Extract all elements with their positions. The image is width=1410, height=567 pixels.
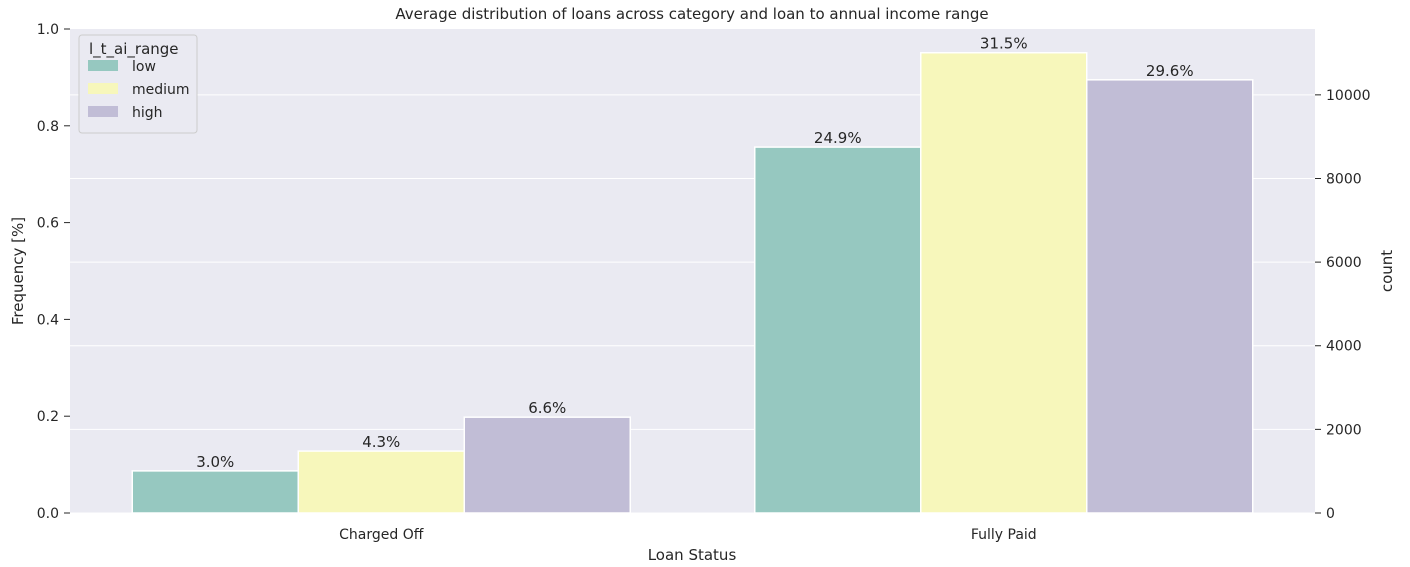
x-tick-label: Fully Paid (971, 527, 1037, 543)
y2-tick-label: 10000 (1326, 88, 1371, 104)
legend-label-low: low (132, 59, 156, 75)
bar-value-label: 4.3% (362, 433, 400, 451)
bar-value-label: 29.6% (1146, 62, 1194, 80)
legend: l_t_ai_range low medium high (78, 34, 198, 134)
y2-tick-label: 8000 (1326, 171, 1362, 187)
bar-medium (297, 450, 465, 514)
y-axis-label: Frequency [%] (9, 217, 27, 325)
bar-high (463, 416, 631, 514)
bar-medium (920, 51, 1088, 514)
y-axis-ticks: 0.0 0.2 0.4 0.6 0.8 1.0 (37, 22, 70, 522)
x-axis-label: Loan Status (648, 546, 737, 564)
legend-label-high: high (132, 105, 163, 121)
legend-swatch-low (88, 60, 118, 71)
y-tick-label: 0.8 (37, 119, 59, 135)
x-tick-label: Charged Off (339, 527, 424, 543)
bar-value-label: 31.5% (980, 35, 1028, 53)
y2-tick-label: 0 (1326, 506, 1335, 522)
legend-label-medium: medium (132, 82, 190, 98)
y-tick-label: 0.2 (37, 409, 59, 425)
bar-low (131, 470, 299, 514)
y-tick-label: 0.0 (37, 506, 59, 522)
y2-axis-ticks: 0 2000 4000 6000 8000 10000 (1315, 88, 1371, 522)
bars (131, 51, 1254, 514)
y-tick-label: 0.6 (37, 216, 59, 232)
legend-items: low medium high (88, 59, 190, 121)
bar-value-label: 24.9% (814, 129, 862, 147)
y2-axis-label: count (1378, 250, 1396, 292)
y-tick-label: 1.0 (37, 22, 59, 38)
y2-tick-label: 4000 (1326, 339, 1362, 355)
y-tick-label: 0.4 (37, 312, 59, 328)
y2-tick-label: 6000 (1326, 255, 1362, 271)
bar-labels: 3.0% 4.3% 6.6% 24.9% 31.5% 29.6% (196, 35, 1193, 471)
bar-high (1086, 79, 1254, 514)
bar-value-label: 6.6% (528, 399, 566, 417)
legend-swatch-medium (88, 83, 118, 94)
chart-title: Average distribution of loans across cat… (395, 5, 988, 23)
legend-title: l_t_ai_range (89, 40, 179, 59)
y2-tick-label: 2000 (1326, 422, 1362, 438)
bar-value-label: 3.0% (196, 453, 234, 471)
bar-low (754, 146, 922, 514)
legend-swatch-high (88, 106, 118, 117)
x-axis-ticks: Charged Off Fully Paid (339, 527, 1037, 543)
